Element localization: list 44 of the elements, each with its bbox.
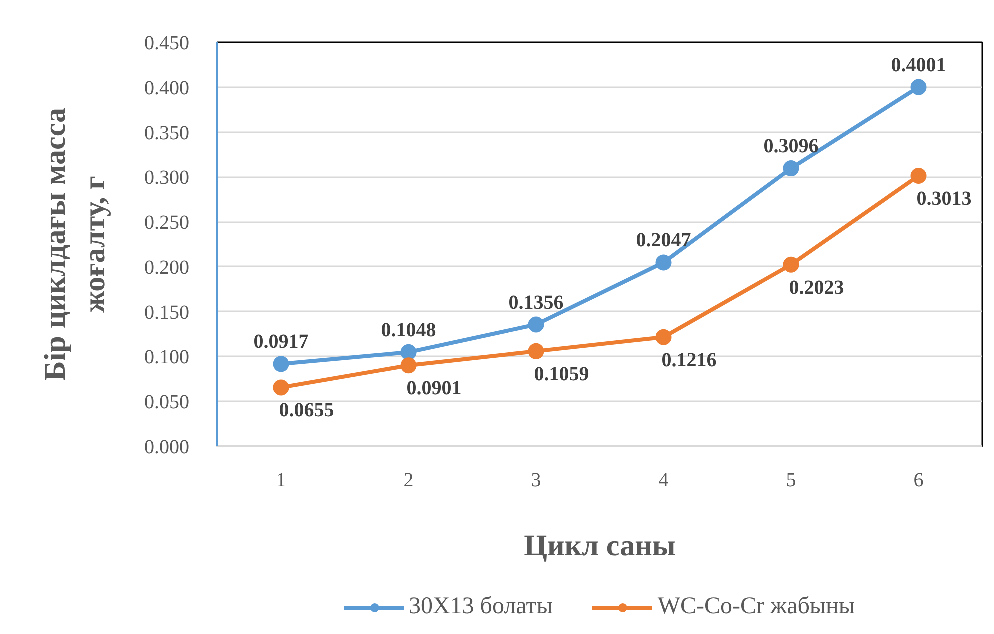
data-label: 0.3096 xyxy=(764,136,819,158)
y-tick-label: 0.100 xyxy=(144,346,190,369)
data-label: 0.1216 xyxy=(662,349,717,372)
data-label: 0.3013 xyxy=(916,188,972,210)
point xyxy=(400,344,417,360)
point xyxy=(656,329,672,346)
data-label: 0.1048 xyxy=(381,319,436,342)
data-label: 0.1059 xyxy=(534,363,590,386)
x-tick-label: 1 xyxy=(276,470,286,492)
y-tick-label: 0.300 xyxy=(144,167,190,190)
x-tick-label: 4 xyxy=(658,470,669,492)
point xyxy=(783,160,800,177)
y-tick-label: 0.200 xyxy=(144,256,190,279)
data-label: 0.2023 xyxy=(789,276,844,299)
y-tick-label: 0.400 xyxy=(144,77,190,100)
y-tick-label: 0.050 xyxy=(144,392,190,414)
point xyxy=(910,168,927,184)
y-tick-label: 0.250 xyxy=(144,212,190,234)
point xyxy=(910,79,927,96)
point xyxy=(273,356,290,372)
point xyxy=(528,343,544,360)
point xyxy=(400,358,417,374)
y-tick-label: 0.350 xyxy=(144,122,190,144)
x-tick-label: 5 xyxy=(786,470,796,492)
y-tick-label: 0.000 xyxy=(144,436,190,458)
data-label: 0.0917 xyxy=(254,331,309,354)
y-axis-title: Бір циклдағы масса жоғалту, г xyxy=(38,108,112,381)
x-tick-label: 6 xyxy=(914,470,924,492)
x-tick-label: 3 xyxy=(531,470,542,492)
legend-label: WC-Co-Cr жабыны xyxy=(658,594,856,620)
data-label: 0.0901 xyxy=(406,378,462,400)
x-axis-title: Цикл саны xyxy=(524,530,676,562)
legend-label: 30Х13 болаты xyxy=(408,594,553,620)
data-label: 0.2047 xyxy=(636,230,692,252)
data-label: 0.0655 xyxy=(279,400,334,422)
y-tick-label: 0.450 xyxy=(144,32,190,54)
y-tick-label: 0.150 xyxy=(144,302,190,324)
point xyxy=(656,254,672,271)
x-tick-label: 2 xyxy=(404,470,414,492)
data-label: 0.4001 xyxy=(891,54,946,76)
point xyxy=(528,316,544,333)
point xyxy=(273,380,290,396)
point xyxy=(783,256,800,273)
data-label: 0.1356 xyxy=(508,292,564,314)
